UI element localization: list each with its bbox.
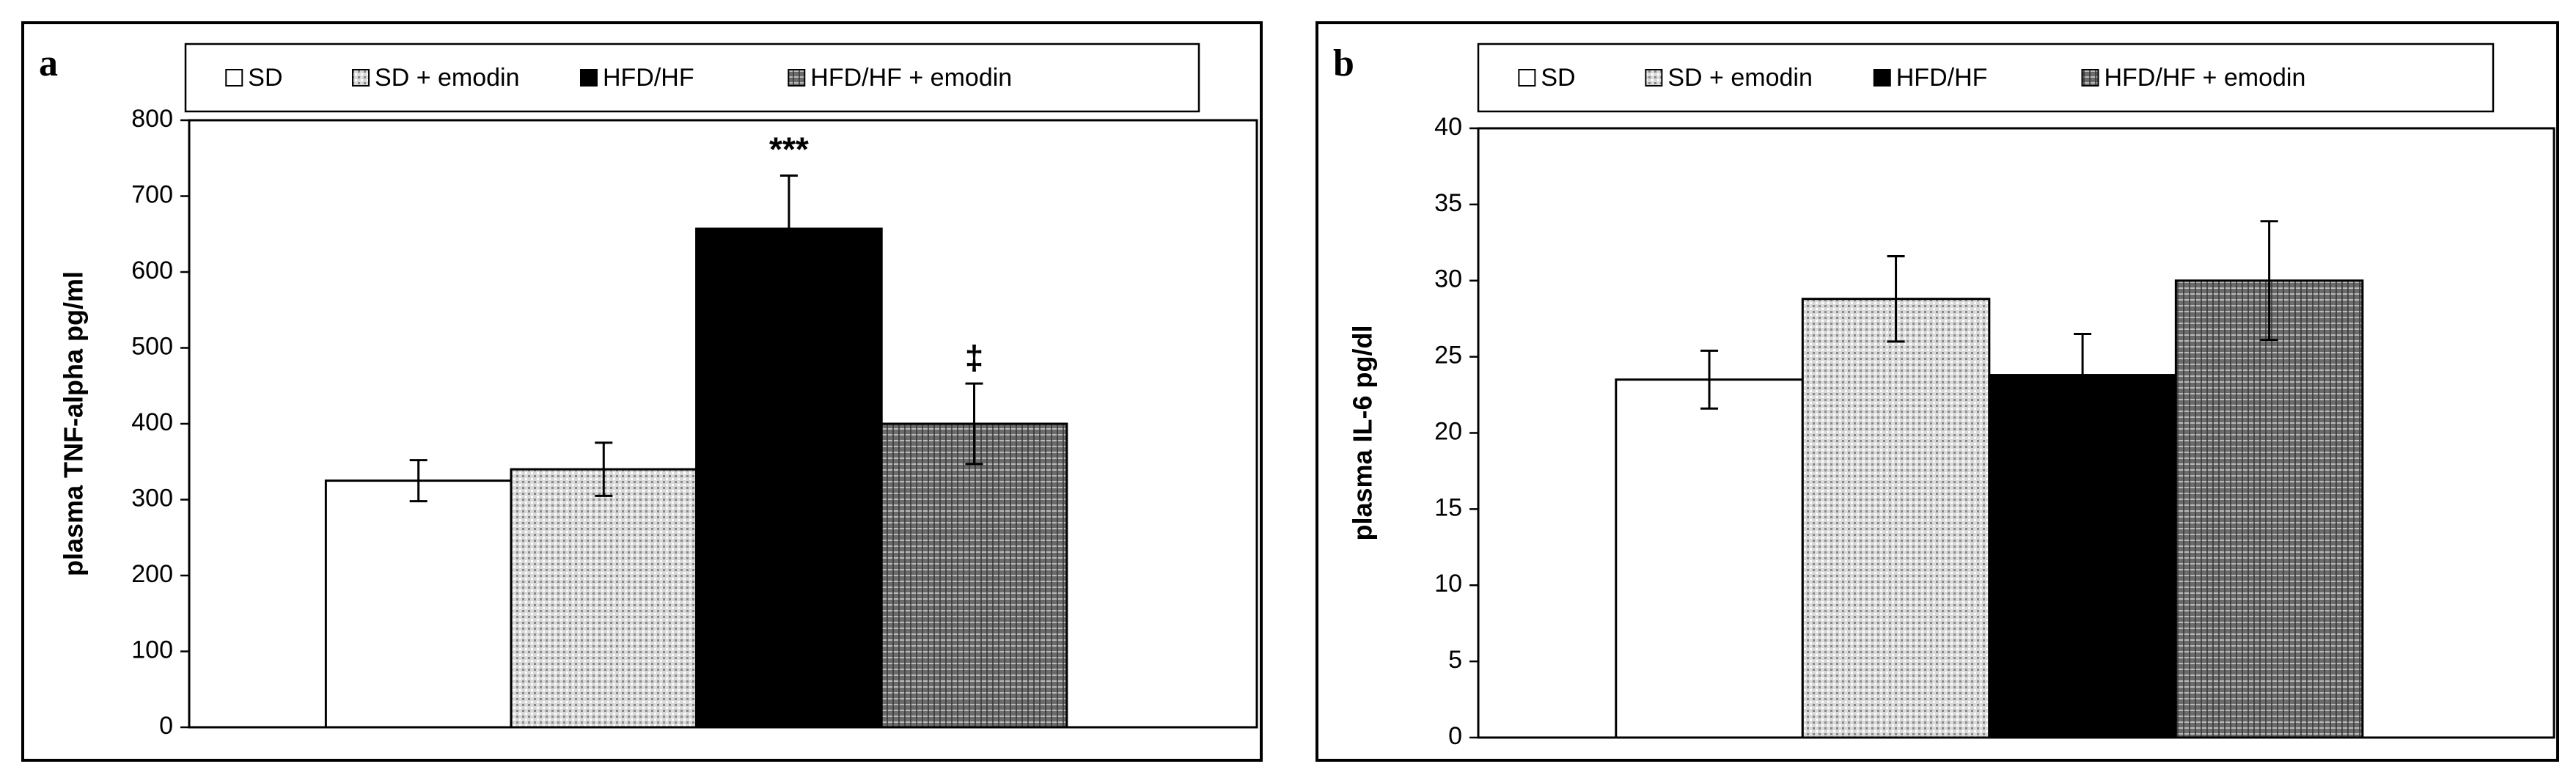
- error-bar: [2260, 220, 2278, 342]
- annotation: ‡: [965, 338, 984, 376]
- legend-label: HFD/HF: [603, 64, 694, 92]
- y-tick-label: 20: [1434, 417, 1462, 445]
- legend-label: HFD/HF: [1896, 64, 1988, 92]
- y-tick-label: 600: [131, 257, 173, 284]
- panel-frame: [21, 21, 1263, 762]
- bar: [2174, 279, 2364, 739]
- bar: [695, 227, 883, 729]
- y-tick-label: 200: [131, 560, 173, 588]
- y-tick-label: 0: [1448, 722, 1462, 750]
- bar: [1615, 378, 1804, 739]
- panel-label: b: [1333, 43, 1354, 84]
- y-tick-label: 10: [1434, 570, 1462, 598]
- y-tick-label: 0: [159, 712, 173, 740]
- y-tick-label: 5: [1448, 646, 1462, 674]
- legend-label: SD + emodin: [1667, 64, 1813, 92]
- y-tick-label: 700: [131, 180, 173, 208]
- y-tick-label: 300: [131, 484, 173, 512]
- error-bar: [1700, 349, 1719, 410]
- bar: [1801, 298, 1991, 739]
- panel-label: a: [39, 43, 58, 84]
- legend-label: SD + emodin: [375, 64, 520, 92]
- bar: [510, 468, 698, 729]
- error-bar: [409, 459, 428, 503]
- y-tick-label: 800: [131, 105, 173, 133]
- y-tick-label: 500: [131, 332, 173, 360]
- legend-swatch: [579, 69, 598, 87]
- legend-swatch: [352, 69, 370, 87]
- legend-swatch: [1873, 69, 1891, 87]
- y-tick-label: 25: [1434, 342, 1462, 370]
- legend-swatch: [788, 69, 806, 87]
- legend-label: HFD/HF + emodin: [810, 64, 1012, 92]
- annotation: ***: [769, 130, 809, 169]
- y-tick-label: 35: [1434, 189, 1462, 217]
- y-tick-label: 15: [1434, 493, 1462, 521]
- legend-label: SD: [1541, 64, 1575, 92]
- panel-frame: [1315, 21, 2559, 762]
- legend-swatch: [225, 69, 243, 87]
- legend-label: SD: [248, 64, 282, 92]
- error-bar: [965, 382, 983, 466]
- error-bar: [2074, 332, 2092, 418]
- legend-swatch: [1518, 69, 1536, 87]
- y-tick-label: 100: [131, 636, 173, 663]
- y-axis-label: plasma TNF-alpha pg/ml: [59, 271, 89, 576]
- bar: [1988, 374, 2177, 739]
- bar: [880, 422, 1068, 729]
- legend-label: HFD/HF + emodin: [2104, 64, 2305, 92]
- y-axis-label: plasma IL-6 pg/dl: [1348, 325, 1378, 540]
- error-bar: [779, 174, 798, 283]
- legend-swatch: [1645, 69, 1663, 87]
- y-tick-label: 40: [1434, 113, 1462, 141]
- legend-swatch: [2081, 69, 2099, 87]
- error-bar: [1887, 255, 1905, 343]
- y-tick-label: 30: [1434, 265, 1462, 293]
- error-bar: [595, 441, 613, 497]
- bar: [324, 479, 513, 729]
- y-tick-label: 400: [131, 408, 173, 436]
